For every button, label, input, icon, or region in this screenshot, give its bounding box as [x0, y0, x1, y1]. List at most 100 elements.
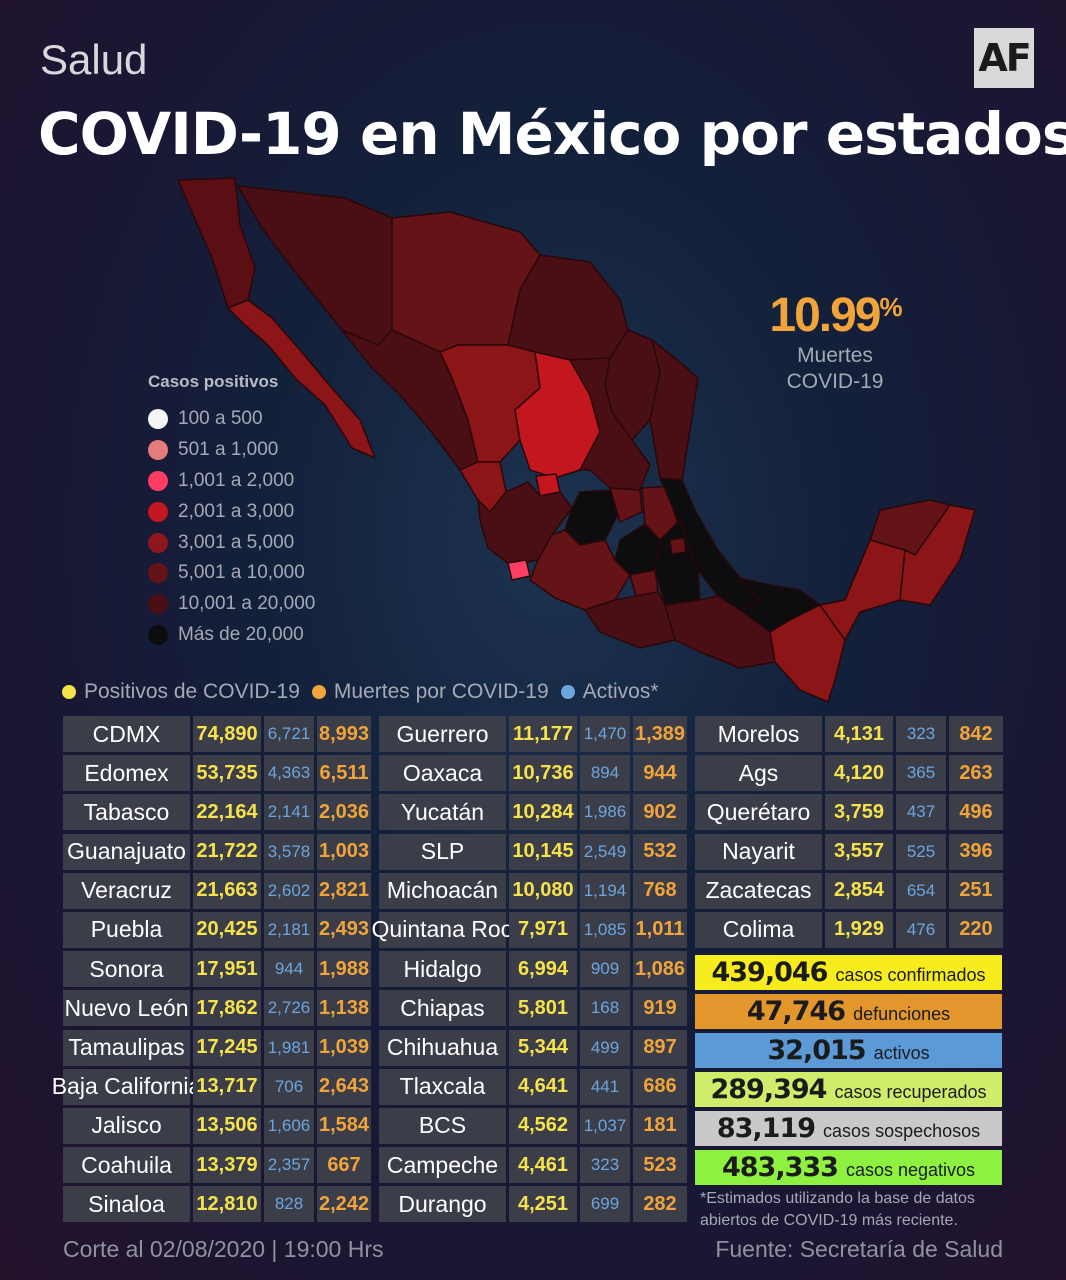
state-name: Guerrero	[379, 716, 506, 752]
death-count: 496	[949, 794, 1003, 831]
legend-item: 100 a 500	[148, 404, 315, 435]
mortality-stat: 10.99% Muertes COVID-19	[760, 288, 910, 395]
key-label: Muertes por COVID-19	[333, 680, 549, 703]
active-count: 2,602	[264, 872, 314, 909]
table-row: Morelos 4,131 323 842	[695, 716, 1006, 755]
death-count: 1,003	[317, 833, 371, 870]
death-count: 1,389	[633, 716, 687, 752]
table-row: Guerrero 11,177 1,470 1,389	[379, 716, 690, 755]
map-tlaxcala	[669, 537, 687, 555]
death-count: 897	[633, 1029, 687, 1066]
active-count: 944	[264, 951, 314, 988]
state-name: SLP	[379, 833, 506, 870]
total-value: 289,394	[710, 1074, 827, 1105]
active-count: 2,181	[264, 911, 314, 948]
positive-count: 12,810	[193, 1186, 261, 1223]
legend-item: 5,001 a 10,000	[148, 558, 315, 589]
table-row: Edomex 53,735 4,363 6,511	[63, 755, 374, 794]
state-name: Veracruz	[63, 872, 190, 909]
death-count: 768	[633, 872, 687, 909]
total-label: casos recuperados	[834, 1082, 987, 1102]
table-row: Hidalgo 6,994 909 1,086	[379, 951, 690, 990]
active-count: 525	[896, 833, 946, 870]
legend-label: 5,001 a 10,000	[178, 562, 305, 584]
table-row: Tabasco 22,164 2,141 2,036	[63, 794, 374, 833]
state-name: Sonora	[63, 951, 190, 988]
active-count: 699	[580, 1186, 630, 1223]
active-count: 499	[580, 1029, 630, 1066]
active-count: 1,037	[580, 1107, 630, 1144]
section-kicker: Salud	[40, 36, 148, 83]
active-count: 2,726	[264, 990, 314, 1027]
positive-count: 11,177	[509, 716, 577, 752]
table-row: Sinaloa 12,810 828 2,242	[63, 1186, 374, 1225]
total-box: 439,046 casos confirmados	[695, 955, 1002, 990]
death-count: 2,242	[317, 1186, 371, 1223]
active-count: 437	[896, 794, 946, 831]
death-count: 919	[633, 990, 687, 1027]
table-row: Veracruz 21,663 2,602 2,821	[63, 872, 374, 912]
state-name: Baja California	[52, 1068, 201, 1105]
positive-count: 5,344	[509, 1029, 577, 1066]
total-value: 439,046	[711, 957, 828, 988]
death-count: 902	[633, 794, 687, 831]
table-row: SLP 10,145 2,549 532	[379, 833, 690, 873]
state-name: Querétaro	[695, 794, 822, 831]
active-count: 323	[896, 716, 946, 752]
active-count: 706	[264, 1068, 314, 1105]
state-name: Jalisco	[63, 1107, 190, 1144]
key-label: Activos*	[582, 680, 659, 703]
positive-count: 13,379	[193, 1147, 261, 1184]
positive-count: 4,131	[825, 716, 893, 752]
table-row: Guanajuato 21,722 3,578 1,003	[63, 833, 374, 873]
table-row: Tlaxcala 4,641 441 686	[379, 1068, 690, 1108]
positive-count: 53,735	[193, 755, 261, 792]
table-row: Michoacán 10,080 1,194 768	[379, 872, 690, 912]
active-count: 2,549	[580, 833, 630, 870]
death-count: 842	[949, 716, 1003, 752]
table-row: Ags 4,120 365 263	[695, 755, 1006, 794]
mortality-label-2: COVID-19	[786, 370, 884, 393]
active-count: 3,578	[264, 833, 314, 870]
state-name: Colima	[695, 911, 822, 948]
legend-item: Más de 20,000	[148, 620, 315, 651]
positive-count: 20,425	[193, 911, 261, 948]
positive-count: 74,890	[193, 716, 261, 752]
active-count: 2,357	[264, 1147, 314, 1184]
positive-count: 7,971	[509, 911, 577, 948]
death-count: 532	[633, 833, 687, 870]
active-count: 441	[580, 1068, 630, 1105]
table-row: Nayarit 3,557 525 396	[695, 833, 1006, 873]
key-dot	[311, 685, 326, 699]
state-name: Durango	[379, 1186, 506, 1223]
table-row: Jalisco 13,506 1,606 1,584	[63, 1107, 374, 1147]
key-label: Positivos de COVID-19	[84, 680, 300, 703]
active-count: 828	[264, 1186, 314, 1223]
table-row: BCS 4,562 1,037 181	[379, 1107, 690, 1147]
states-column-3: Morelos 4,131 323 842 Ags 4,120 365 263 Querétar…	[695, 716, 1006, 951]
state-name: Ags	[695, 755, 822, 792]
death-count: 1,988	[317, 951, 371, 988]
positive-count: 4,461	[509, 1147, 577, 1184]
table-row: Coahuila 13,379 2,357 667	[63, 1147, 374, 1186]
active-count: 894	[580, 755, 630, 792]
total-box: 47,746 defunciones	[695, 994, 1002, 1029]
legend-item: 2,001 a 3,000	[148, 496, 315, 527]
table-row: Quintana Roo 7,971 1,085 1,011	[372, 911, 690, 951]
legend-swatch	[148, 409, 168, 430]
positive-count: 3,759	[825, 794, 893, 831]
active-count: 1,981	[264, 1029, 314, 1066]
table-row: Zacatecas 2,854 654 251	[695, 872, 1006, 912]
positive-count: 17,862	[193, 990, 261, 1027]
key-dot	[560, 685, 575, 699]
death-count: 1,138	[317, 990, 371, 1027]
positive-count: 6,994	[509, 951, 577, 988]
death-count: 251	[949, 872, 1003, 909]
map-bcs	[227, 299, 376, 459]
state-name: Hidalgo	[379, 951, 506, 988]
positive-count: 4,641	[509, 1068, 577, 1105]
legend-swatch	[148, 440, 168, 461]
footnote: *Estimados utilizando la base de datos a…	[700, 1190, 975, 1229]
table-row: Tamaulipas 17,245 1,981 1,039	[63, 1029, 374, 1069]
active-count: 2,141	[264, 794, 314, 831]
